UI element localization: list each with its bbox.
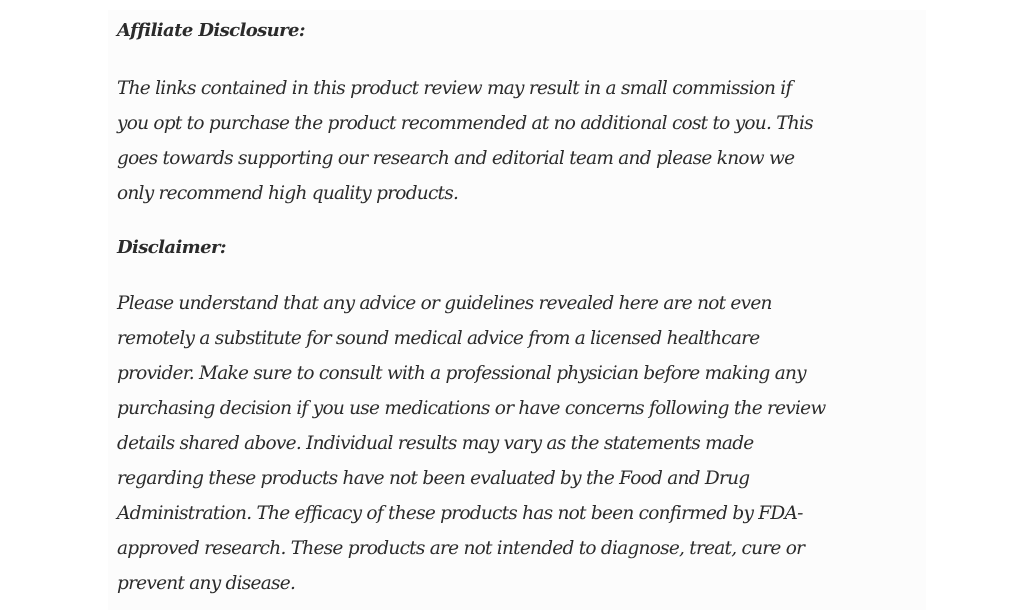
text-line: regarding these products have not been e… (117, 468, 750, 489)
text-line: remotely a substitute for sound medical … (117, 328, 760, 349)
text-line: Please understand that any advice or gui… (117, 293, 772, 314)
text-line: The links contained in this product revi… (117, 78, 792, 99)
disclosure-panel (108, 10, 926, 610)
affiliate-disclosure-heading: Affiliate Disclosure: (117, 20, 306, 41)
text-line: prevent any disease. (117, 573, 296, 594)
text-line: goes towards supporting our research and… (117, 148, 795, 169)
text-line: details shared above. Individual results… (117, 433, 754, 454)
text-line: approved research. These products are no… (117, 538, 805, 559)
affiliate-disclosure-text: The links contained in this product revi… (117, 71, 814, 211)
disclaimer-heading: Disclaimer: (117, 237, 227, 258)
disclaimer-text: Please understand that any advice or gui… (117, 286, 826, 601)
text-line: you opt to purchase the product recommen… (117, 113, 814, 134)
text-line: purchasing decision if you use medicatio… (117, 398, 826, 419)
text-line: provider. Make sure to consult with a pr… (117, 363, 807, 384)
text-line: only recommend high quality products. (117, 183, 459, 204)
text-line: Administration. The efficacy of these pr… (117, 503, 803, 524)
